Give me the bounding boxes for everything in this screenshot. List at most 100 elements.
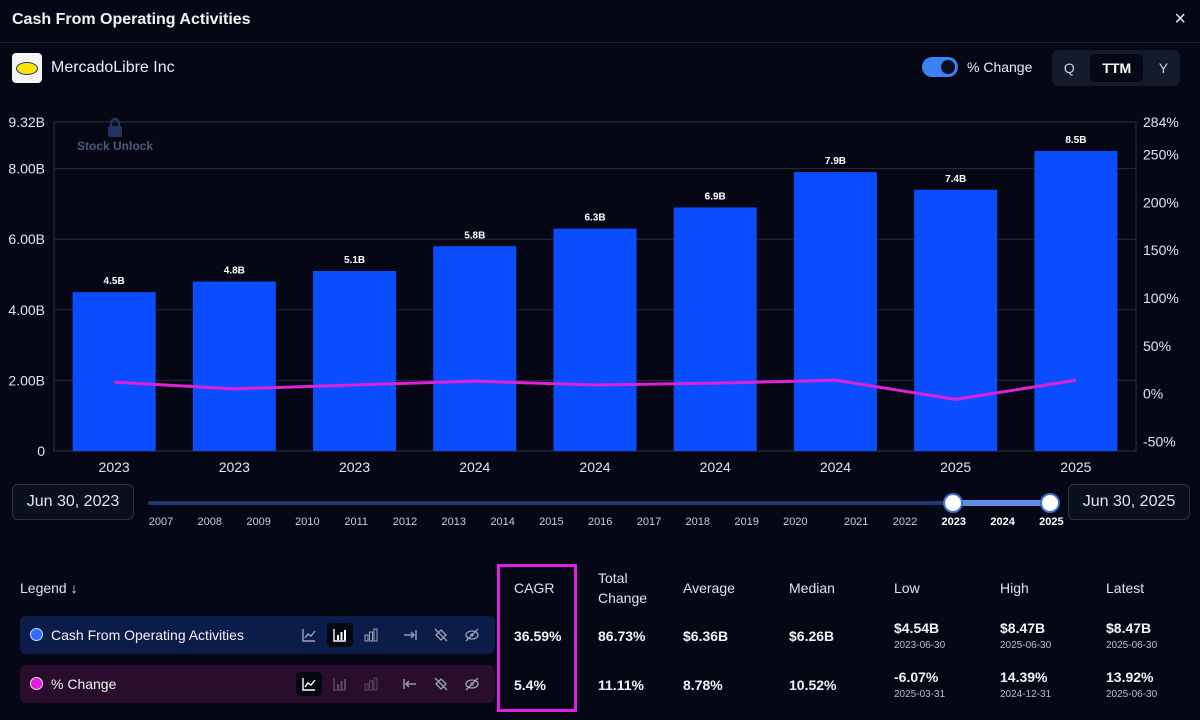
cash-flow-chart: Stock Unlock 4.5B 4.8B 5.1B 5.8B 6.3B 6.9B 7.9… bbox=[8, 114, 1179, 475]
y-right-tick-label: 0% bbox=[1143, 386, 1163, 402]
bar bbox=[433, 246, 517, 451]
bar bbox=[192, 281, 276, 451]
range-start-date[interactable]: Jun 30, 2023 bbox=[12, 484, 134, 520]
legend-row-label: Cash From Operating Activities bbox=[51, 627, 244, 643]
watermark-text: Stock Unlock bbox=[77, 139, 153, 153]
total-change-header: Total Change bbox=[598, 570, 648, 606]
latest-value-cash: $8.47B bbox=[1106, 620, 1152, 636]
y-right-tick-label: 250% bbox=[1143, 147, 1179, 163]
bar-data-label: 6.3B bbox=[584, 213, 605, 224]
bar bbox=[1034, 150, 1118, 451]
percent-change-line bbox=[114, 378, 1077, 401]
range-year-tick: 2016 bbox=[587, 516, 613, 528]
y-left-tick-label: 6.00B bbox=[8, 231, 45, 247]
line-chart-icon[interactable] bbox=[296, 623, 322, 647]
row-controls bbox=[296, 672, 490, 696]
x-axis: 2023 2023 2023 2024 2024 2024 2024 2025 2025 bbox=[99, 459, 1092, 475]
total-change-value-cash: 86.73% bbox=[598, 628, 646, 644]
high-date-cash: 2025-06-30 bbox=[1000, 640, 1052, 651]
bar-data-label: 4.8B bbox=[224, 266, 245, 277]
bar-data-label: 8.5B bbox=[1065, 135, 1086, 146]
range-year-tick: 2011 bbox=[344, 516, 369, 528]
y-right-tick-label: -50% bbox=[1143, 433, 1176, 449]
median-value-cash: $6.26B bbox=[789, 628, 835, 644]
bar bbox=[914, 189, 998, 451]
visibility-off-icon[interactable] bbox=[459, 672, 485, 696]
bar bbox=[793, 172, 877, 451]
median-header: Median bbox=[789, 580, 835, 596]
low-value-cash: $4.54B bbox=[894, 620, 940, 636]
range-year-tick: 2015 bbox=[539, 516, 564, 528]
close-icon[interactable]: × bbox=[1174, 8, 1186, 30]
high-date-percent: 2024-12-31 bbox=[1000, 689, 1052, 700]
low-date-cash: 2023-06-30 bbox=[894, 640, 946, 651]
period-selector: Q TTM Y bbox=[1052, 50, 1180, 86]
cagr-value-percent: 5.4% bbox=[514, 677, 546, 693]
hide-series-icon[interactable] bbox=[428, 623, 454, 647]
bar bbox=[673, 207, 757, 451]
high-value-cash: $8.47B bbox=[1000, 620, 1046, 636]
median-value-percent: 10.52% bbox=[789, 677, 837, 693]
company-header: MercadoLibre Inc bbox=[12, 53, 175, 83]
bar bbox=[313, 270, 397, 451]
company-name: MercadoLibre Inc bbox=[51, 59, 175, 76]
total-change-value-percent: 11.11% bbox=[598, 677, 644, 693]
legend-header[interactable]: Legend ↓ bbox=[20, 580, 78, 596]
x-tick-label: 2024 bbox=[820, 459, 851, 475]
period-q-button[interactable]: Q bbox=[1063, 60, 1075, 76]
x-tick-label: 2023 bbox=[219, 459, 250, 475]
cagr-header: CAGR bbox=[514, 580, 555, 596]
y-axis-left: 9.32B 8.00B 6.00B 4.00B 2.00B 0 bbox=[8, 114, 45, 459]
stacked-bar-icon[interactable] bbox=[358, 623, 384, 647]
range-year-tick: 2021 bbox=[843, 516, 869, 528]
y-left-tick-label: 0 bbox=[37, 443, 45, 459]
series-color-dot bbox=[30, 628, 43, 641]
series-color-dot bbox=[30, 677, 43, 690]
legend-row-cash-from-operations[interactable]: Cash From Operating Activities bbox=[20, 616, 495, 654]
period-y-button[interactable]: Y bbox=[1158, 60, 1169, 76]
latest-header: Latest bbox=[1106, 580, 1145, 596]
range-slider-track[interactable] bbox=[148, 501, 1052, 505]
line-chart-icon[interactable] bbox=[296, 672, 322, 696]
bar-chart-icon[interactable] bbox=[327, 672, 353, 696]
visibility-off-icon[interactable] bbox=[459, 623, 485, 647]
hide-series-icon[interactable] bbox=[428, 672, 454, 696]
latest-date-cash: 2025-06-30 bbox=[1106, 640, 1158, 651]
bar-data-label: 5.1B bbox=[344, 255, 365, 266]
y-right-tick-label: 284% bbox=[1143, 114, 1179, 130]
y-right-tick-label: 100% bbox=[1143, 290, 1179, 306]
range-year-tick: 2013 bbox=[441, 516, 467, 528]
range-year-tick: 2017 bbox=[636, 516, 662, 528]
latest-date-percent: 2025-06-30 bbox=[1106, 689, 1158, 700]
y-left-tick-label: 9.32B bbox=[8, 114, 45, 130]
bar-chart-icon[interactable] bbox=[327, 623, 353, 647]
percent-change-toggle-label: % Change bbox=[967, 59, 1033, 75]
range-year-tick: 2012 bbox=[392, 516, 418, 528]
range-year-tick: 2022 bbox=[892, 516, 918, 528]
legend-row-label: % Change bbox=[51, 676, 117, 692]
range-year-tick: 2024 bbox=[990, 516, 1015, 528]
x-tick-label: 2025 bbox=[1060, 459, 1091, 475]
period-ttm-button[interactable]: TTM bbox=[1090, 54, 1144, 82]
x-tick-label: 2024 bbox=[700, 459, 731, 475]
range-slider-start-handle[interactable] bbox=[943, 493, 963, 513]
x-tick-label: 2024 bbox=[579, 459, 610, 475]
bar bbox=[72, 292, 156, 451]
low-header: Low bbox=[894, 580, 920, 596]
bar-data-label: 6.9B bbox=[705, 191, 726, 202]
cagr-highlight-box bbox=[497, 564, 577, 712]
bar-data-label: 5.8B bbox=[464, 230, 485, 241]
stacked-bar-icon[interactable] bbox=[358, 672, 384, 696]
high-header: High bbox=[1000, 580, 1029, 596]
axis-left-icon[interactable] bbox=[397, 672, 423, 696]
average-value-percent: 8.78% bbox=[683, 677, 723, 693]
cagr-value-cash: 36.59% bbox=[514, 628, 562, 644]
legend-row-percent-change[interactable]: % Change bbox=[20, 665, 495, 703]
x-tick-label: 2025 bbox=[940, 459, 971, 475]
percent-change-toggle-group: % Change bbox=[922, 57, 1032, 77]
range-year-tick: 2008 bbox=[197, 516, 223, 528]
percent-change-toggle[interactable] bbox=[922, 57, 958, 77]
range-slider-end-handle[interactable] bbox=[1040, 493, 1060, 513]
axis-right-icon[interactable] bbox=[397, 623, 423, 647]
range-end-date[interactable]: Jun 30, 2025 bbox=[1068, 484, 1190, 520]
